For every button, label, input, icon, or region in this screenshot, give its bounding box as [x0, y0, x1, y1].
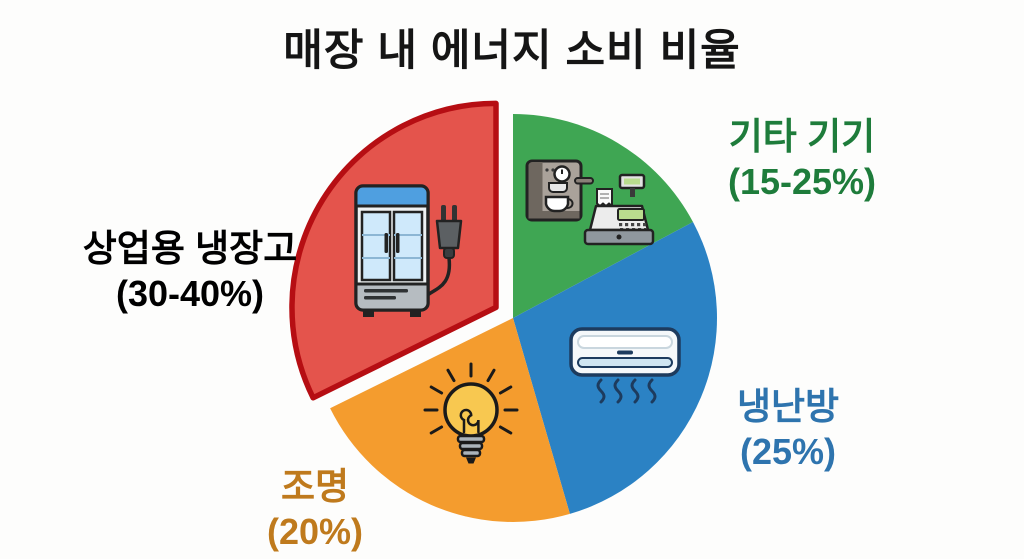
segment-value: (30-40%) — [115, 272, 265, 314]
segment-value: (20%) — [266, 510, 364, 552]
segment-name: 기타 기기 — [728, 116, 876, 157]
pie-wedges — [289, 100, 717, 522]
air-conditioner-icon — [569, 327, 681, 404]
cash-register-icon — [583, 173, 655, 246]
label-hvac: 냉난방 (25%) — [688, 384, 888, 475]
coffee-machine-icon — [525, 159, 594, 222]
refrigerator-plug-icon — [354, 184, 463, 317]
segment-value: (25%) — [739, 430, 837, 472]
chart-title: 매장 내 에너지 소비 비율 — [283, 27, 741, 75]
light-bulb-icon — [423, 362, 519, 464]
segment-value: (15-25%) — [727, 160, 877, 202]
segment-name: 상업용 냉장고 — [82, 228, 298, 269]
segment-name: 조명 — [280, 466, 350, 507]
label-lighting: 조명 (20%) — [215, 464, 415, 555]
label-commercial-refrigeration: 상업용 냉장고 (30-40%) — [48, 226, 332, 317]
label-other-devices: 기타 기기 (15-25%) — [690, 114, 914, 205]
segment-name: 냉난방 — [736, 386, 840, 427]
